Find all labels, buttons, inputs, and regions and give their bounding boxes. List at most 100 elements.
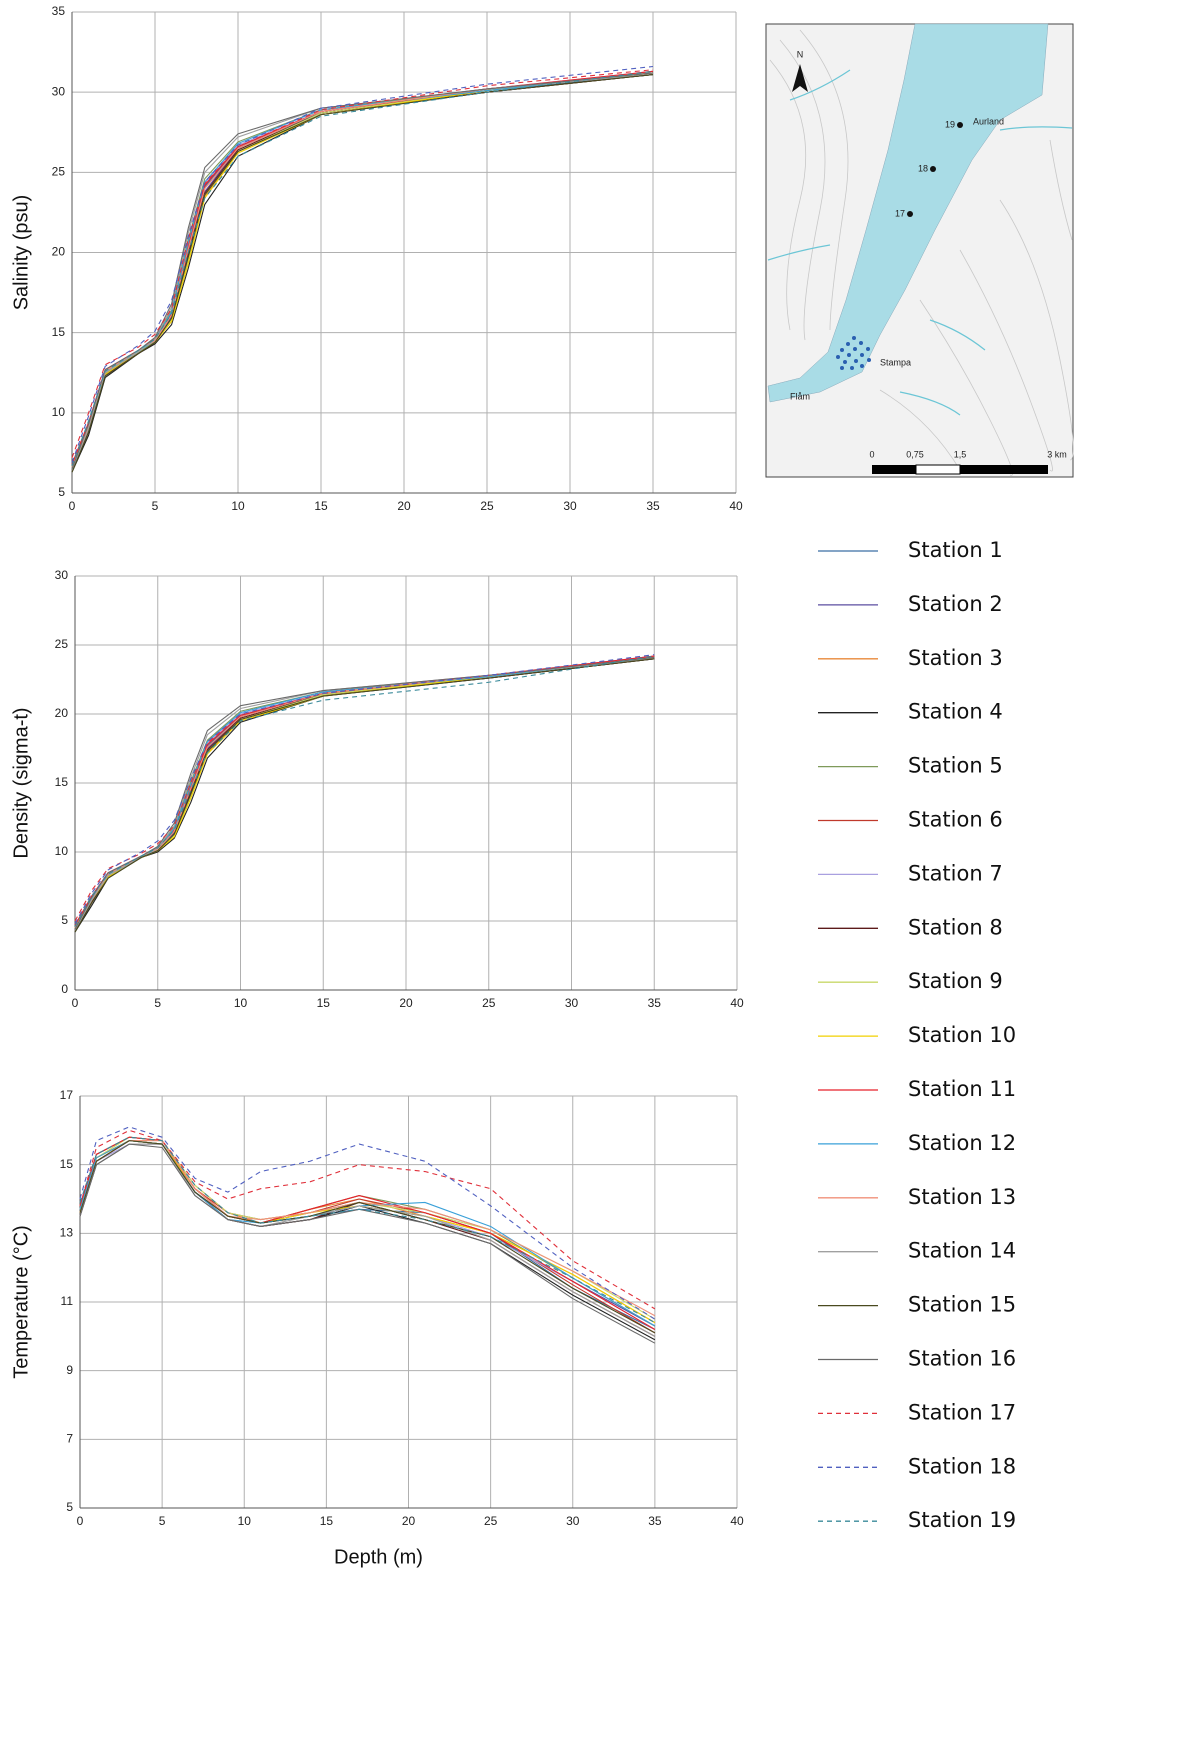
legend-label: Station 7: [908, 861, 1003, 885]
series-line: [72, 73, 653, 469]
series-line: [72, 71, 653, 464]
y-tick-label: 25: [52, 165, 66, 179]
x-tick-label: 5: [159, 1514, 166, 1528]
series-line: [75, 655, 654, 924]
y-tick-label: 15: [60, 1157, 74, 1171]
series-line: [75, 657, 654, 927]
legend-label: Station 6: [908, 808, 1003, 832]
series-line: [80, 1144, 655, 1343]
x-tick-label: 40: [730, 1514, 744, 1528]
place-label: 19: [945, 119, 955, 129]
legend-label: Station 13: [908, 1185, 1016, 1209]
y-axis-label: Density (sigma-t): [10, 707, 32, 858]
y-axis-label: Salinity (psu): [10, 195, 32, 311]
x-tick-label: 40: [729, 499, 743, 513]
series-line: [72, 73, 653, 467]
place-label: 17: [895, 208, 905, 218]
series-line: [72, 73, 653, 466]
series-line: [75, 659, 654, 929]
x-tick-label: 35: [646, 499, 660, 513]
series-line: [75, 657, 654, 927]
legend-label: Station 11: [908, 1077, 1016, 1101]
x-tick-label: 30: [566, 1514, 580, 1528]
y-tick-label: 9: [66, 1363, 73, 1377]
series-line: [80, 1127, 655, 1319]
series-line: [75, 657, 654, 929]
x-axis-label: Depth (m): [334, 1546, 423, 1568]
legend-label: Station 3: [908, 646, 1003, 670]
y-tick-label: 15: [55, 775, 69, 789]
x-tick-label: 10: [238, 1514, 252, 1528]
x-tick-label: 35: [648, 996, 662, 1010]
legend-label: Station 12: [908, 1131, 1016, 1155]
y-tick-label: 30: [55, 568, 69, 582]
legend-label: Station 1: [908, 538, 1003, 562]
legend-label: Station 17: [908, 1400, 1016, 1424]
series-line: [72, 71, 653, 465]
x-tick-label: 20: [397, 499, 411, 513]
series-line: [75, 659, 654, 931]
series-line: [75, 656, 654, 926]
legend-label: Station 15: [908, 1293, 1016, 1317]
series-line: [75, 656, 654, 931]
series-line: [75, 657, 654, 926]
y-tick-label: 11: [61, 1294, 74, 1308]
x-tick-label: 10: [231, 499, 245, 513]
legend-label: Station 16: [908, 1347, 1016, 1371]
series-line: [80, 1144, 655, 1336]
x-tick-label: 25: [482, 996, 496, 1010]
x-tick-label: 30: [563, 499, 577, 513]
series-line: [80, 1137, 655, 1326]
legend-label: Station 8: [908, 915, 1003, 939]
series-line: [72, 75, 653, 471]
series-line: [80, 1141, 655, 1333]
y-tick-label: 17: [60, 1088, 74, 1102]
x-tick-label: 15: [314, 499, 328, 513]
north-label: N: [797, 49, 804, 59]
legend-label: Station 10: [908, 1023, 1016, 1047]
y-tick-label: 13: [60, 1226, 74, 1240]
y-tick-label: 5: [66, 1500, 73, 1514]
series-line: [75, 659, 654, 932]
place-label: Flåm: [790, 391, 810, 401]
y-tick-label: 25: [55, 637, 69, 651]
y-tick-label: 0: [61, 982, 68, 996]
series-line: [75, 657, 654, 929]
series-line: [72, 73, 653, 469]
y-tick-label: 5: [58, 485, 65, 499]
scale-label: 0,75: [906, 449, 924, 459]
x-tick-label: 15: [317, 996, 331, 1010]
series-line: [72, 71, 653, 467]
series-line: [72, 75, 653, 469]
figure: N 19 Aurland 18 17 Stampa Flåm 0 0,75 1,…: [0, 0, 1196, 1748]
y-tick-label: 20: [55, 706, 69, 720]
x-tick-label: 25: [484, 1514, 498, 1528]
place-label: 18: [918, 163, 928, 173]
series-line: [72, 73, 653, 467]
series-line: [75, 657, 654, 927]
series-line: [80, 1141, 655, 1330]
x-tick-label: 20: [402, 1514, 416, 1528]
legend-label: Station 9: [908, 969, 1003, 993]
legend-label: Station 19: [908, 1508, 1016, 1532]
x-tick-label: 10: [234, 996, 248, 1010]
x-tick-label: 5: [152, 499, 159, 513]
series-line: [75, 656, 654, 925]
series-line: [72, 67, 653, 463]
series-line: [72, 73, 653, 469]
series-line: [75, 656, 654, 928]
scale-bar: [872, 465, 1048, 474]
x-tick-label: 20: [399, 996, 413, 1010]
series-line: [80, 1137, 655, 1326]
y-tick-label: 30: [52, 84, 66, 98]
y-tick-label: 20: [52, 245, 66, 259]
series-line: [75, 659, 654, 931]
x-tick-label: 0: [69, 499, 76, 513]
series-line: [75, 657, 654, 929]
y-tick-label: 5: [61, 913, 68, 927]
x-tick-label: 30: [565, 996, 579, 1010]
legend-label: Station 18: [908, 1454, 1016, 1478]
station-dot: [907, 211, 913, 217]
y-tick-label: 7: [66, 1432, 73, 1446]
place-label: Stampa: [880, 357, 911, 367]
